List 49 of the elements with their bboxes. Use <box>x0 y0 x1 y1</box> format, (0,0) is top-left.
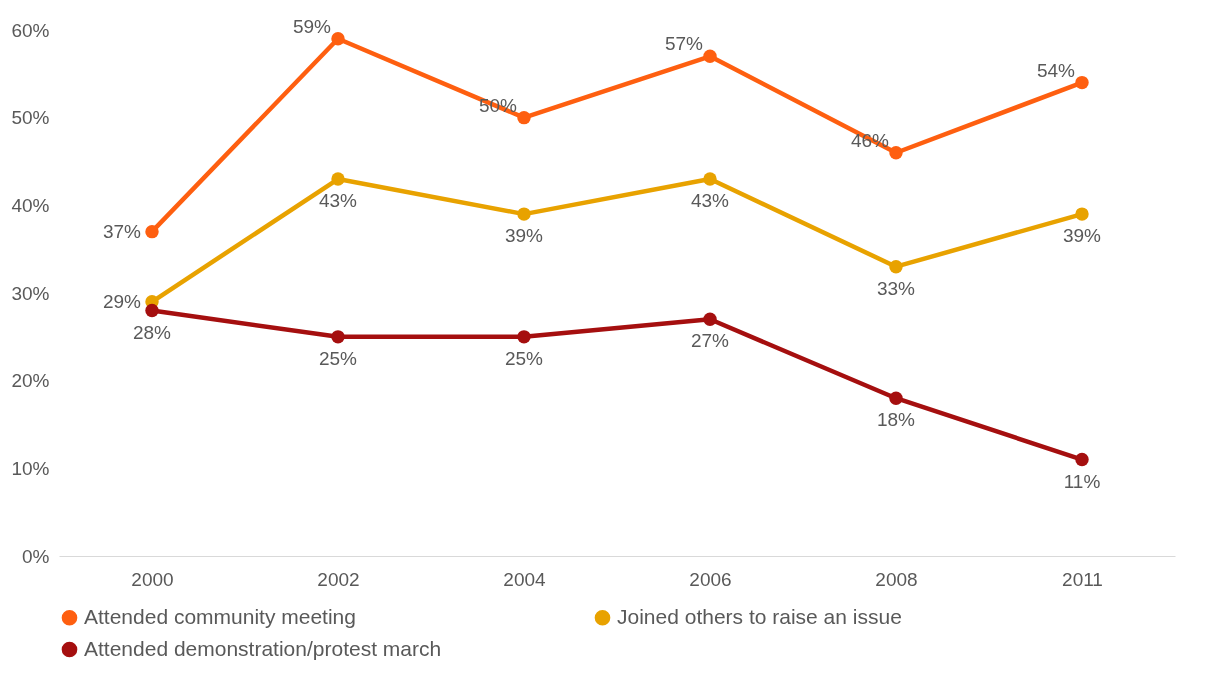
data-label: 18% <box>876 409 916 431</box>
point <box>703 49 717 63</box>
data-label: 25% <box>504 347 544 369</box>
point <box>331 32 345 46</box>
point <box>703 312 717 326</box>
data-label: 11% <box>1063 470 1101 492</box>
data-label: 43% <box>690 190 730 212</box>
point <box>145 303 159 318</box>
point <box>145 224 159 239</box>
point <box>517 110 531 125</box>
y-tick-label: 30% <box>11 282 50 304</box>
data-label: 33% <box>876 277 916 299</box>
point <box>331 172 345 186</box>
legend-label: Joined others to raise an issue <box>617 604 902 628</box>
x-tick-label: 2004 <box>503 568 547 590</box>
point <box>889 260 903 274</box>
y-tick-label: 20% <box>11 370 50 392</box>
data-label: 54% <box>1036 59 1076 81</box>
y-tick-label: 0% <box>22 545 50 567</box>
x-tick-label: 2006 <box>689 568 732 590</box>
data-label: 59% <box>292 15 332 37</box>
x-tick-label: 2002 <box>317 568 360 590</box>
point <box>517 330 531 344</box>
data-label: 37% <box>102 220 142 242</box>
data-label: 25% <box>318 347 358 369</box>
y-tick-label: 10% <box>11 457 50 479</box>
point <box>1075 75 1089 90</box>
point <box>1075 452 1089 467</box>
y-tick-label: 60% <box>11 19 50 41</box>
point <box>1075 207 1089 221</box>
x-tick-label: 2011 <box>1062 568 1103 590</box>
point <box>517 207 531 221</box>
x-tick-label: 2008 <box>875 568 918 590</box>
y-tick-label: 50% <box>11 107 50 129</box>
data-label: 27% <box>690 330 730 352</box>
data-label: 28% <box>132 321 172 343</box>
data-label: 39% <box>1062 225 1102 247</box>
data-label: 29% <box>102 290 142 312</box>
point <box>889 391 903 405</box>
legend-label: Attended demonstration/protest march <box>84 636 442 660</box>
point <box>331 330 345 344</box>
data-label: 57% <box>664 33 704 55</box>
point <box>703 172 717 186</box>
x-tick-label: 2000 <box>131 568 174 590</box>
legend-label: Attended community meeting <box>84 604 356 628</box>
data-label: 39% <box>504 225 544 247</box>
data-label: 43% <box>318 190 358 212</box>
point <box>889 146 903 160</box>
y-tick-label: 40% <box>11 194 50 216</box>
